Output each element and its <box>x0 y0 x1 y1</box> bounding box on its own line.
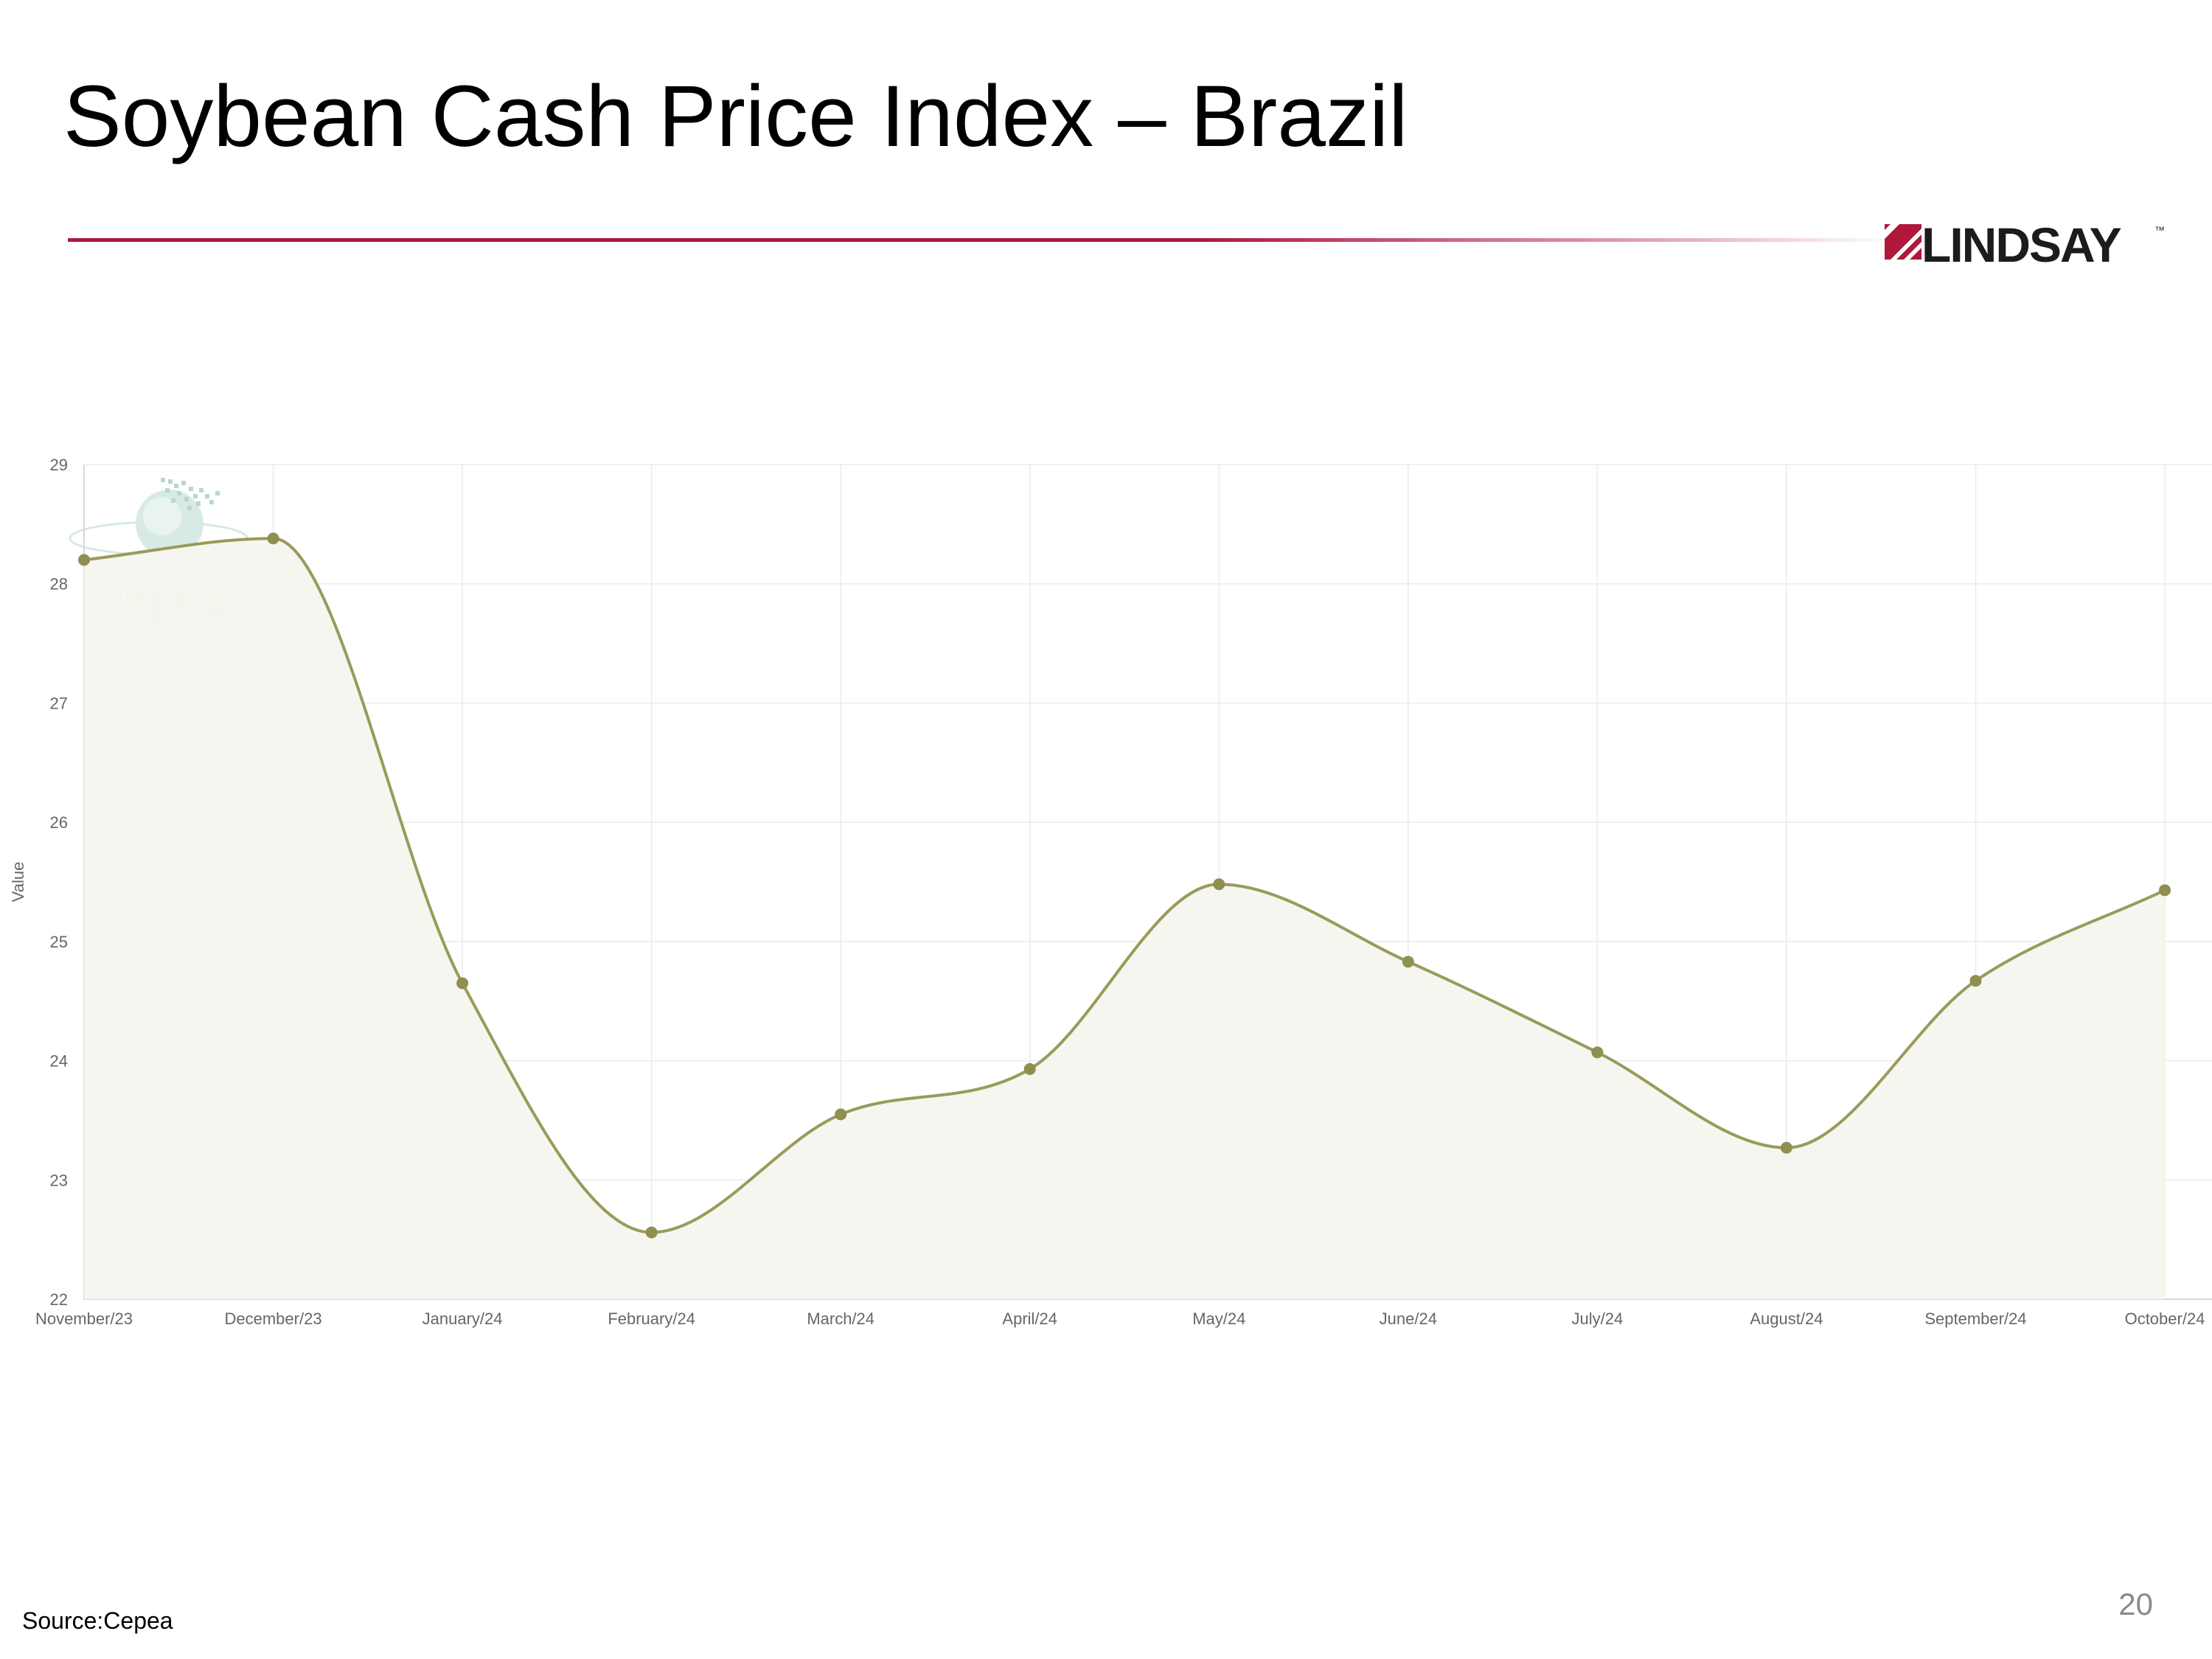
watermark-dot <box>177 491 181 495</box>
watermark-dot <box>165 488 170 493</box>
x-tick-label: June/24 <box>1380 1310 1437 1328</box>
watermark-dot <box>215 491 220 495</box>
x-axis-ticks: November/23 December/23 January/24 February… <box>35 1310 2205 1328</box>
data-point[interactable] <box>1402 956 1414 968</box>
x-tick-label: October/24 <box>2125 1310 2205 1328</box>
watermark-globe-highlight <box>143 497 181 535</box>
slide-title: Soybean Cash Price Index – Brazil <box>63 68 1408 165</box>
x-tick-label: April/24 <box>1002 1310 1057 1328</box>
chart-line-layer <box>83 537 2166 1234</box>
x-tick-label: March/24 <box>807 1310 874 1328</box>
data-point[interactable] <box>835 1108 847 1121</box>
y-tick-label: 28 <box>50 575 68 594</box>
series-area-fill <box>84 538 2165 1299</box>
watermark-dot <box>184 497 189 501</box>
y-tick-label: 23 <box>50 1171 68 1189</box>
y-tick-label: 24 <box>50 1052 68 1071</box>
data-point[interactable] <box>78 554 90 566</box>
lindsay-logo: LINDSAY ™ <box>1885 218 2168 272</box>
data-point[interactable] <box>1780 1141 1792 1154</box>
watermark-dot <box>193 494 198 498</box>
x-tick-label: February/24 <box>608 1310 695 1328</box>
y-tick-label: 25 <box>50 933 68 951</box>
logo-trademark: ™ <box>2154 224 2165 236</box>
x-tick-label: August/24 <box>1750 1310 1823 1328</box>
data-point[interactable] <box>1591 1046 1604 1059</box>
watermark-dot <box>174 484 178 488</box>
source-note: Source:Cepea <box>22 1607 173 1634</box>
data-point[interactable] <box>456 977 469 990</box>
x-tick-label: September/24 <box>1924 1310 2026 1328</box>
data-point[interactable] <box>1213 878 1225 891</box>
y-tick-label: 27 <box>50 694 68 712</box>
data-point[interactable] <box>267 532 279 545</box>
chart-points-layer <box>78 532 2171 1239</box>
data-point[interactable] <box>1023 1062 1036 1075</box>
title-divider <box>68 238 1896 242</box>
watermark-dot <box>187 506 192 510</box>
watermark-dot <box>199 488 204 493</box>
watermark-dot <box>161 478 165 482</box>
chart-area-layer <box>84 538 2165 1299</box>
watermark-dot <box>181 481 186 485</box>
series-line <box>83 537 2166 1234</box>
watermark-dot <box>205 494 209 498</box>
watermark-dot <box>209 500 214 504</box>
x-tick-label: May/24 <box>1192 1310 1245 1328</box>
lindsay-stripes-icon <box>1885 224 1921 260</box>
page-number: 20 <box>2118 1587 2153 1621</box>
y-axis-label: Value <box>9 862 27 902</box>
y-tick-label: 29 <box>50 456 68 474</box>
x-tick-label: January/24 <box>422 1310 503 1328</box>
data-point[interactable] <box>2159 884 2171 897</box>
watermark-dot <box>189 487 193 491</box>
watermark-dot <box>171 498 175 503</box>
y-tick-label: 26 <box>50 813 68 832</box>
y-axis-ticks: 22 23 24 25 26 27 28 29 <box>50 456 68 1309</box>
data-point[interactable] <box>1969 975 1982 987</box>
x-tick-label: November/23 <box>35 1310 133 1328</box>
x-tick-label: December/23 <box>225 1310 322 1328</box>
watermark-dots <box>161 478 220 510</box>
x-tick-label: July/24 <box>1572 1310 1624 1328</box>
data-point[interactable] <box>645 1226 658 1239</box>
watermark-dot <box>168 479 173 484</box>
logo-text: LINDSAY <box>1921 218 2122 272</box>
watermark-dot <box>196 501 201 506</box>
y-tick-label: 22 <box>50 1290 68 1309</box>
